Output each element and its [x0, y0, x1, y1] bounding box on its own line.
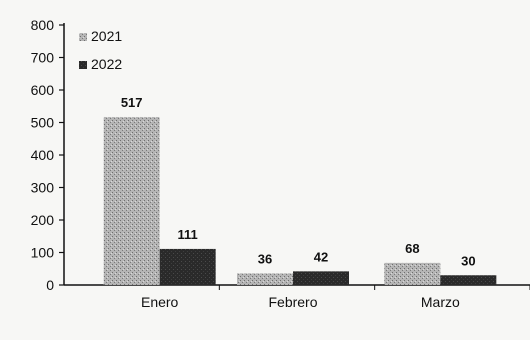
bar-value-label: 111 [178, 227, 198, 242]
legend-swatch [79, 33, 87, 41]
bar [384, 262, 441, 285]
y-tick-label: 100 [31, 245, 55, 261]
y-tick-label: 600 [31, 82, 55, 98]
bar [103, 116, 160, 285]
x-category-label: Febrero [268, 294, 317, 310]
bar [159, 248, 216, 285]
bar [440, 275, 497, 285]
legend-swatch [79, 61, 87, 69]
y-tick-label: 0 [46, 277, 54, 293]
bars [103, 116, 497, 285]
labels: 517 111 36 42 68 30 [121, 95, 476, 268]
legend-label: 2022 [91, 56, 122, 72]
legend: 2021 2022 [79, 28, 122, 72]
y-tick-label: 300 [31, 180, 55, 196]
y-tick-label: 700 [31, 50, 55, 66]
y-tick-label: 800 [31, 17, 55, 33]
bar-value-label: 517 [121, 95, 143, 110]
bar [237, 273, 293, 285]
bar-value-label: 36 [258, 251, 272, 266]
bar-value-label: 30 [461, 253, 475, 268]
x-category-label: Enero [141, 294, 179, 310]
y-tick-label: 500 [31, 115, 55, 131]
axes: 0 100 200 300 400 500 600 700 800 Enero Febrero Mar… [31, 17, 530, 310]
bar-value-label: 68 [405, 241, 419, 256]
x-category-label: Marzo [421, 294, 460, 310]
bar-value-label: 42 [314, 249, 328, 264]
bar [293, 271, 349, 285]
y-tick-label: 200 [31, 212, 55, 228]
legend-label: 2021 [91, 28, 122, 44]
y-tick-label: 400 [31, 147, 55, 163]
